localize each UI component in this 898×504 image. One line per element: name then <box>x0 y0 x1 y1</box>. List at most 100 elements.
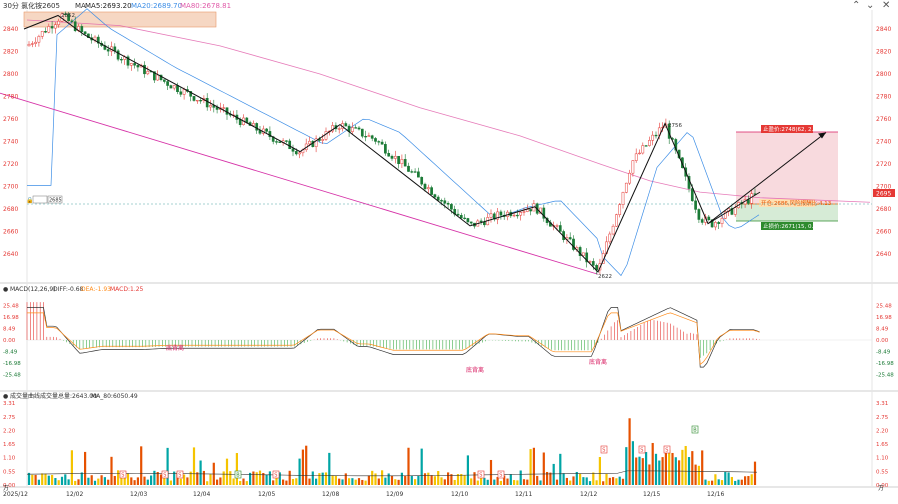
macd-diff-line <box>27 307 760 368</box>
candle-body <box>479 220 483 222</box>
candle-body <box>694 200 697 210</box>
macd-tick-right: 0.00 <box>876 338 889 344</box>
low-1-label: 2622 <box>598 274 612 280</box>
candle-body <box>723 211 727 219</box>
volume-bar <box>549 472 552 485</box>
symbol-label: 30分 氯化铵2605 <box>3 1 60 10</box>
left-tag-icon[interactable] <box>32 195 48 204</box>
volume-bar <box>179 478 182 485</box>
candle-body <box>337 128 341 130</box>
macd-value: MACD:1.25 <box>110 286 144 293</box>
channel-lower-line <box>0 92 599 275</box>
candle-body <box>433 194 437 198</box>
candle-body <box>410 171 414 173</box>
macd-tick-left: 25.48 <box>3 303 19 309</box>
volume-bar <box>476 480 479 485</box>
volume-bar <box>747 476 750 485</box>
ma5-value: MA5:2693.20 <box>85 2 132 10</box>
candle-body <box>189 91 193 97</box>
volume-bar <box>31 474 34 485</box>
volume-bar <box>97 478 100 485</box>
price-tick-left: 2660 <box>3 229 18 236</box>
volume-bar <box>169 480 172 485</box>
volume-bar <box>513 480 516 485</box>
candle-body <box>34 41 37 44</box>
candle-body <box>714 222 717 228</box>
volume-bar <box>585 477 588 485</box>
lock-icon[interactable]: 🔒 <box>26 196 33 204</box>
candle-body <box>255 123 259 131</box>
volume-tick-right: 2.20 <box>876 428 889 434</box>
close-icon[interactable]: ✕ <box>882 0 891 11</box>
trade-badge-label: B <box>693 428 697 434</box>
volume-tick-left: 2.20 <box>3 428 16 434</box>
ma80-value: MA80:2678.81 <box>180 2 231 10</box>
price-tick-right: 2840 <box>876 26 891 33</box>
price-tick-right: 2820 <box>876 49 891 56</box>
price-tick-left: 2760 <box>3 116 18 123</box>
candle-body <box>631 160 635 174</box>
candle-body <box>291 148 295 152</box>
volume-bar <box>364 480 367 485</box>
candle-body <box>238 119 242 125</box>
trade-badge-label: S <box>178 473 181 479</box>
high-1-label: 2852 <box>61 13 75 19</box>
x-axis-label: 12/12 <box>580 491 597 498</box>
trade-badge <box>119 470 127 479</box>
candle-body <box>443 200 447 204</box>
volume-bar <box>407 447 410 485</box>
candle-body <box>156 74 160 81</box>
volume-bar <box>239 480 242 485</box>
volume-bar <box>291 478 295 485</box>
candle-body <box>245 117 249 123</box>
left-price-tag: 2685 <box>49 198 62 204</box>
volume-bar <box>189 471 192 485</box>
volume-bar <box>437 471 440 485</box>
volume-bar <box>107 479 110 485</box>
price-tick-right: 2780 <box>876 94 891 101</box>
candle-body <box>133 63 136 66</box>
volume-bar <box>216 479 219 485</box>
candle-body <box>268 131 272 138</box>
macd-settings-icon[interactable]: ● <box>3 286 8 293</box>
x-axis-label: 12/11 <box>515 491 532 498</box>
candle-body <box>67 13 70 22</box>
volume-bar <box>588 481 592 485</box>
candle-body <box>430 187 433 195</box>
volume-bar <box>489 459 493 485</box>
volume-bar <box>595 480 598 485</box>
volume-bar <box>133 480 136 485</box>
volume-bar <box>41 473 44 485</box>
price-tick-left: 2800 <box>3 71 18 78</box>
chevron-up-icon[interactable]: ⌃ <box>852 0 861 11</box>
candle-body <box>278 141 282 143</box>
volume-bar <box>565 477 568 485</box>
volume-settings-icon[interactable]: ● <box>3 393 8 400</box>
candle-body <box>153 71 156 81</box>
candle-body <box>146 70 150 75</box>
candle-body <box>628 172 631 184</box>
volume-bar <box>602 481 605 485</box>
candle-body <box>199 99 202 102</box>
volume-bar <box>159 474 163 485</box>
volume-bar <box>618 476 621 485</box>
candle-body <box>136 64 140 68</box>
volume-bar <box>183 474 186 485</box>
volume-bar <box>506 478 509 485</box>
volume-bar <box>242 478 245 485</box>
candle-body <box>354 127 358 129</box>
candle-body <box>252 123 255 126</box>
volume-bar <box>651 442 654 485</box>
volume-bar <box>414 479 417 485</box>
chevron-down-icon[interactable]: ⌄ <box>866 0 875 11</box>
macd-title: MACD(12,26,9) <box>10 286 56 293</box>
volume-bar <box>727 472 730 485</box>
volume-bar <box>694 464 697 485</box>
candle-body <box>648 140 651 146</box>
volume-bar <box>357 478 361 485</box>
volume-bar <box>404 475 407 485</box>
candle-body <box>588 261 592 263</box>
candle-body <box>403 159 407 167</box>
